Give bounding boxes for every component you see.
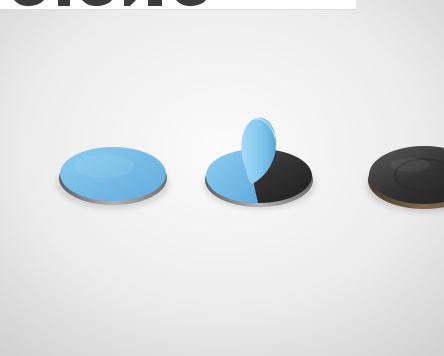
disc-blue-topped [57, 147, 169, 209]
disc-dark [366, 146, 444, 212]
disc-half-peeled [204, 117, 316, 209]
cropped-top-banner [0, 0, 356, 10]
